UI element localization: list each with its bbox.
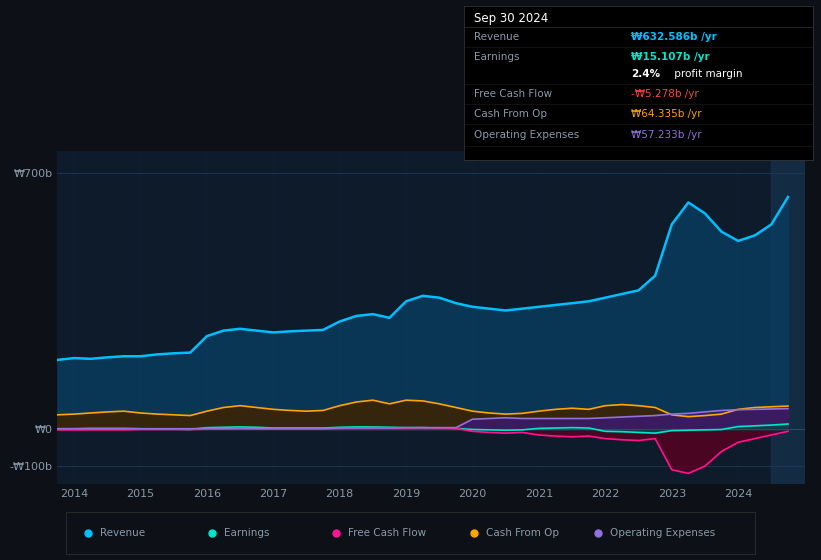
Text: Revenue: Revenue bbox=[100, 529, 145, 538]
Text: Cash From Op: Cash From Op bbox=[475, 109, 548, 119]
Text: Cash From Op: Cash From Op bbox=[486, 529, 559, 538]
Text: ₩57.233b /yr: ₩57.233b /yr bbox=[631, 130, 702, 141]
Text: Free Cash Flow: Free Cash Flow bbox=[475, 88, 553, 99]
Text: -₩5.278b /yr: -₩5.278b /yr bbox=[631, 88, 699, 99]
Text: Operating Expenses: Operating Expenses bbox=[611, 529, 716, 538]
Text: profit margin: profit margin bbox=[672, 69, 743, 79]
Bar bbox=[772, 151, 805, 484]
Text: Sep 30 2024: Sep 30 2024 bbox=[475, 12, 548, 25]
Text: ₩632.586b /yr: ₩632.586b /yr bbox=[631, 32, 717, 42]
Text: Revenue: Revenue bbox=[475, 32, 520, 42]
Text: Earnings: Earnings bbox=[475, 52, 520, 62]
Text: Operating Expenses: Operating Expenses bbox=[475, 130, 580, 141]
Text: ₩64.335b /yr: ₩64.335b /yr bbox=[631, 109, 702, 119]
Text: ₩15.107b /yr: ₩15.107b /yr bbox=[631, 52, 710, 62]
Text: Free Cash Flow: Free Cash Flow bbox=[348, 529, 427, 538]
Text: 2.4%: 2.4% bbox=[631, 69, 660, 79]
Text: Earnings: Earnings bbox=[224, 529, 270, 538]
